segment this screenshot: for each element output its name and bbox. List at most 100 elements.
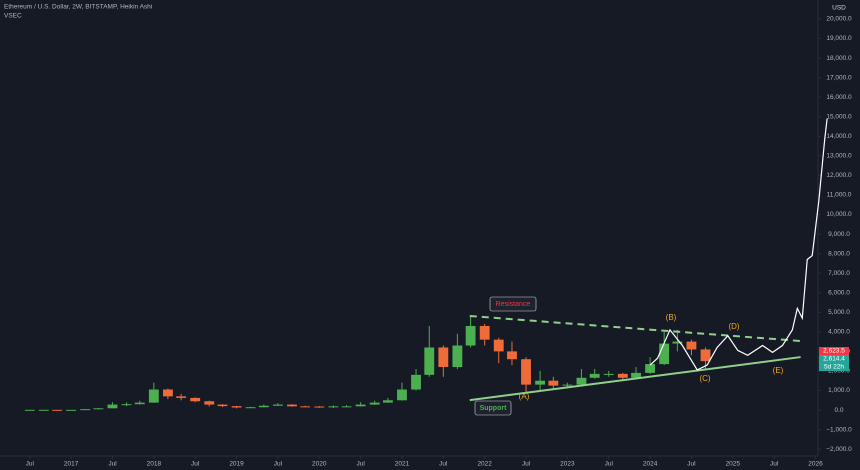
- x-tick-label: 2025: [726, 461, 741, 468]
- candle-body: [328, 406, 339, 408]
- candle-body: [659, 343, 670, 365]
- annotation-box: [474, 400, 512, 416]
- y-tick-label: 12,000.0: [826, 172, 852, 179]
- candle-body: [134, 402, 145, 405]
- x-tick-label: Jul: [522, 461, 531, 468]
- y-tick-label: 19,000.0: [826, 35, 852, 42]
- wave-label: (C): [699, 374, 710, 383]
- y-tick-label: 13,000.0: [826, 153, 852, 160]
- y-tick-label: 6,000.0: [828, 289, 850, 296]
- annotation-box: [489, 296, 537, 312]
- currency-label: USD: [832, 5, 846, 12]
- wave-label: (E): [773, 366, 784, 375]
- candle-body: [245, 407, 256, 409]
- countdown-box: [819, 363, 849, 371]
- y-tick-label: 18,000.0: [826, 55, 852, 62]
- y-tick-label: 4,000.0: [828, 329, 850, 336]
- price-label-box: [819, 355, 849, 363]
- x-tick-label: Jul: [356, 461, 365, 468]
- x-tick-label: 2019: [229, 461, 244, 468]
- chart-title: Ethereum / U.S. Dollar, 2W, BITSTAMP, He…: [4, 4, 152, 11]
- candle-body: [107, 404, 118, 409]
- candle-body: [190, 397, 201, 402]
- indicator-name: VSEC: [4, 13, 22, 20]
- y-tick-label: 2,000.0: [828, 368, 850, 375]
- x-tick-label: 2022: [477, 461, 492, 468]
- y-tick-label: 17,000.0: [826, 74, 852, 81]
- y-tick-label: 11,000.0: [827, 192, 852, 199]
- y-tick-label: 7,000.0: [828, 270, 850, 277]
- candle-body: [300, 406, 311, 408]
- candle-body: [631, 372, 641, 378]
- candle-body: [314, 406, 325, 408]
- y-tick-label: 10,000.0: [826, 211, 852, 218]
- y-tick-label: 0.0: [834, 407, 843, 414]
- candle-body: [397, 389, 407, 401]
- candle-body: [672, 341, 683, 344]
- candle-body: [521, 359, 531, 385]
- price-label: 2,614.4: [823, 356, 845, 363]
- wave-label: (B): [666, 313, 677, 322]
- candle-body: [479, 325, 490, 340]
- annotation: Support: [480, 405, 507, 412]
- y-tick-label: 20,000.0: [826, 16, 852, 23]
- candle-body: [576, 377, 587, 385]
- x-tick-label: 2018: [147, 461, 162, 468]
- candle-body: [287, 404, 297, 407]
- x-tick-label: Jul: [191, 461, 200, 468]
- x-tick-label: Jul: [274, 461, 283, 468]
- x-tick-label: Jul: [108, 461, 117, 468]
- candle-body: [535, 380, 546, 385]
- y-tick-label: 15,000.0: [826, 113, 852, 120]
- y-tick-label: 9,000.0: [828, 231, 850, 238]
- candle-body: [438, 347, 449, 368]
- candle-body: [617, 373, 628, 378]
- candle-body: [452, 345, 463, 368]
- candle-body: [589, 373, 600, 378]
- price-label: 2,623.5: [823, 348, 845, 355]
- candle-body: [700, 349, 711, 362]
- candle-body: [603, 373, 614, 375]
- candle-body: [272, 404, 283, 406]
- candle-body: [507, 351, 517, 360]
- candle-body: [121, 404, 132, 406]
- x-tick-label: Jul: [439, 461, 448, 468]
- y-tick-label: 8,000.0: [828, 250, 850, 257]
- candle-body: [382, 400, 393, 403]
- candle-body: [369, 402, 380, 405]
- x-tick-label: Jul: [687, 461, 696, 468]
- x-tick-label: Jul: [605, 461, 614, 468]
- price-label-box: [819, 347, 849, 355]
- candle-body: [66, 409, 77, 411]
- candle-body: [548, 380, 559, 386]
- projection-line: [649, 118, 828, 371]
- candle-body: [38, 409, 49, 411]
- candle-body: [465, 325, 476, 346]
- y-tick-label: −2,000.0: [826, 446, 852, 453]
- candle-body: [176, 396, 187, 398]
- candle-body: [424, 347, 435, 375]
- candle-body: [562, 384, 573, 386]
- x-tick-label: 2024: [643, 461, 658, 468]
- wave-label: (D): [728, 322, 739, 331]
- candle-body: [93, 408, 104, 410]
- candle-body: [341, 406, 352, 408]
- x-tick-label: 2017: [64, 461, 79, 468]
- candle-body: [217, 404, 228, 407]
- candle-body: [355, 404, 366, 407]
- y-tick-label: −1,000.0: [826, 426, 852, 433]
- candle-body: [204, 401, 215, 405]
- candle-body: [80, 409, 91, 411]
- resistance-line: [469, 314, 801, 343]
- y-tick-label: 14,000.0: [826, 133, 852, 140]
- candle-body: [148, 389, 159, 403]
- wave-label: (A): [519, 392, 530, 401]
- countdown: 5d 22h: [824, 364, 844, 371]
- candle-body: [493, 339, 504, 352]
- candle-body: [162, 389, 173, 397]
- candle-body: [645, 364, 656, 373]
- candle-body: [24, 409, 35, 411]
- x-tick-label: 2023: [560, 461, 575, 468]
- y-tick-label: 16,000.0: [826, 94, 852, 101]
